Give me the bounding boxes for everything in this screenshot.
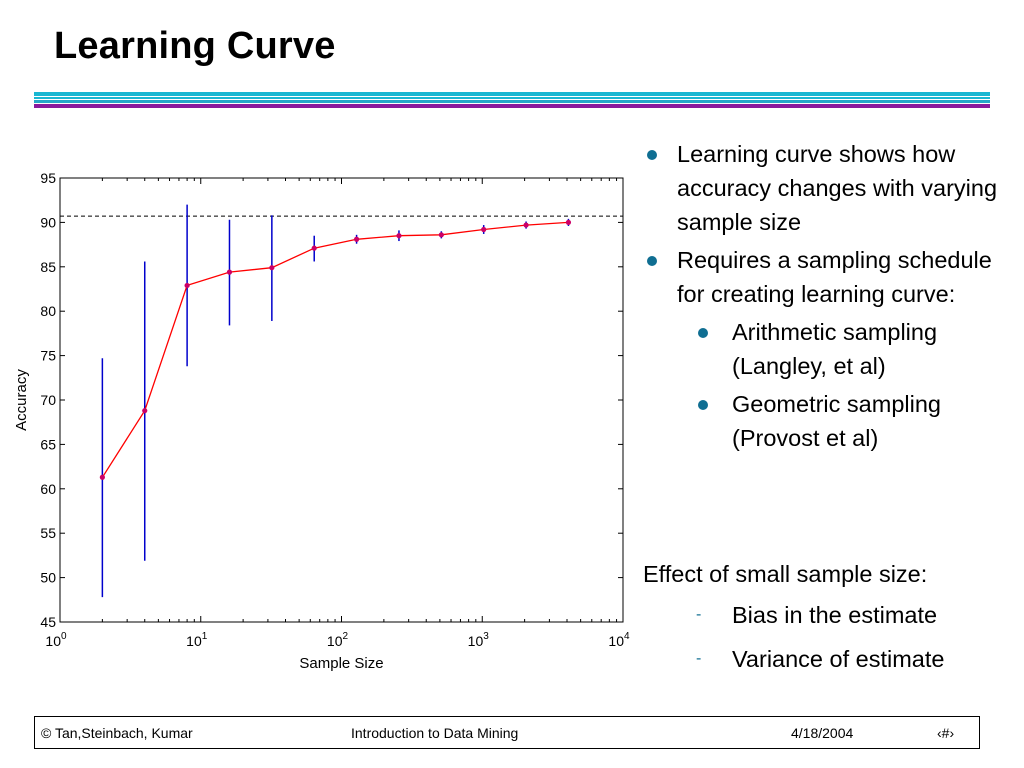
bullet-dot-icon xyxy=(647,150,657,160)
data-point xyxy=(142,408,148,414)
x-tick-label: 100 xyxy=(45,631,67,649)
data-point xyxy=(226,269,233,275)
y-tick-label: 80 xyxy=(40,303,56,319)
bullet-list: Learning curve shows how accuracy change… xyxy=(640,137,1010,455)
effect-text: Variance of estimate xyxy=(732,646,945,672)
data-point xyxy=(481,226,487,233)
sub-bullet-item: Arithmetic sampling (Langley, et al) xyxy=(640,315,1010,383)
data-point xyxy=(438,232,444,238)
effect-list: - Bias in the estimate - Variance of est… xyxy=(640,598,944,686)
x-tick-label: 102 xyxy=(327,631,349,649)
bullet-item: Requires a sampling schedule for creatin… xyxy=(640,243,1010,311)
footer-date: 4/18/2004 xyxy=(791,725,854,741)
effect-text: Bias in the estimate xyxy=(732,602,938,628)
dash-icon: - xyxy=(696,650,702,667)
y-tick-label: 45 xyxy=(40,614,56,630)
data-point xyxy=(565,219,572,225)
y-tick-label: 90 xyxy=(40,214,56,230)
data-point xyxy=(396,233,402,239)
x-tick-label: 104 xyxy=(608,631,630,649)
learning-curve-chart: 45 50 55 60 65 70 75 80 85 90 95 100 101 102 103 104 Sam… xyxy=(13,170,630,672)
y-tick-label: 95 xyxy=(40,170,56,186)
sub-bullet-text: Arithmetic sampling (Langley, et al) xyxy=(732,319,938,379)
bullet-text: Requires a sampling schedule for creatin… xyxy=(677,247,992,307)
footer-authors: © Tan,Steinbach, Kumar xyxy=(41,725,193,741)
title-rule-cyan-thin xyxy=(34,97,990,99)
y-tick-label: 55 xyxy=(40,525,56,541)
data-point xyxy=(184,282,190,289)
y-axis-label: Accuracy xyxy=(13,369,30,431)
sub-bullet-text: Geometric sampling (Provost et al) xyxy=(732,391,941,451)
effect-item: - Bias in the estimate xyxy=(640,598,944,632)
sub-bullet-item: Geometric sampling (Provost et al) xyxy=(640,387,1010,455)
slide-footer: © Tan,Steinbach, Kumar Introduction to D… xyxy=(34,716,980,749)
title-rule-cyan xyxy=(34,92,990,96)
footer-course: Introduction to Data Mining xyxy=(351,725,519,741)
title-rule-purple xyxy=(34,104,990,108)
x-tick-label: 103 xyxy=(468,631,490,649)
slide-title: Learning Curve xyxy=(54,25,336,67)
title-rule-teal xyxy=(34,100,990,103)
bullet-text: Learning curve shows how accuracy change… xyxy=(677,141,998,235)
series-line xyxy=(101,221,569,478)
dash-icon: - xyxy=(696,606,702,623)
x-axis-label: Sample Size xyxy=(299,655,383,672)
effect-item: - Variance of estimate xyxy=(640,642,944,676)
data-point xyxy=(99,474,105,480)
bullet-dot-icon xyxy=(698,328,708,338)
data-point xyxy=(311,245,317,251)
y-tick-label: 75 xyxy=(40,348,56,364)
y-tick-label: 85 xyxy=(40,259,56,275)
y-tick-label: 50 xyxy=(40,570,56,586)
bullet-dot-icon xyxy=(698,400,708,410)
bullet-item: Learning curve shows how accuracy change… xyxy=(640,137,1010,239)
y-tick-label: 60 xyxy=(40,481,56,497)
effect-heading: Effect of small sample size: xyxy=(643,561,928,587)
bullet-dot-icon xyxy=(647,256,657,266)
data-point xyxy=(269,265,275,271)
x-tick-label: 101 xyxy=(186,631,208,649)
data-point xyxy=(523,222,529,228)
data-point xyxy=(353,236,360,242)
footer-page-number: ‹#› xyxy=(937,725,955,741)
y-tick-label: 70 xyxy=(40,392,56,408)
y-tick-label: 65 xyxy=(40,436,56,452)
